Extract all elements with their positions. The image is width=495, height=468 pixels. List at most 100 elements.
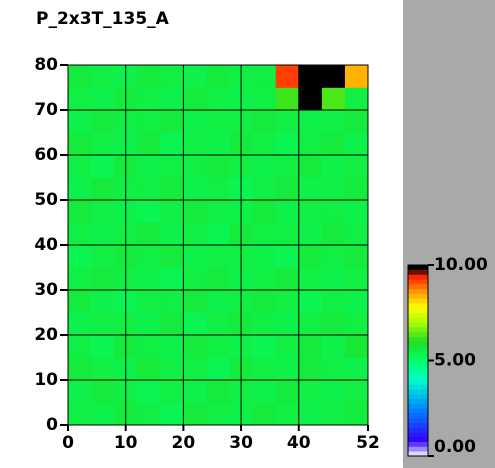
heat-cell — [206, 87, 230, 111]
heat-cell — [68, 357, 92, 381]
heat-cell — [68, 222, 92, 246]
heat-cell — [183, 380, 207, 403]
colorbar-segment — [408, 341, 428, 347]
colorbar-segment — [408, 355, 428, 361]
y-tick-label: 0 — [46, 415, 58, 435]
heat-cell — [344, 65, 369, 88]
heat-cell — [344, 290, 369, 313]
heat-cell — [91, 245, 115, 268]
heat-cell — [68, 87, 92, 111]
heat-cell — [91, 222, 115, 246]
heat-cell — [321, 132, 346, 156]
heat-cell — [137, 132, 161, 156]
heat-cell — [275, 132, 300, 156]
heat-cell — [275, 380, 300, 403]
colorbar-segment — [408, 288, 428, 294]
heat-cell — [160, 312, 184, 336]
heat-cell — [298, 87, 323, 111]
colorbar-segment — [408, 384, 428, 390]
heat-cell — [68, 290, 92, 313]
heat-cell — [160, 155, 184, 178]
colorbar-segment — [408, 427, 428, 433]
heat-cell — [275, 245, 300, 268]
heat-cell — [344, 335, 369, 358]
colorbar-segment — [408, 389, 428, 395]
heat-cell — [298, 380, 323, 403]
heat-cell — [298, 200, 323, 223]
colorbar-segment — [408, 317, 428, 323]
heat-cell — [160, 65, 184, 88]
heat-cell — [321, 312, 346, 336]
heat-cell — [137, 65, 161, 88]
x-tick-label: 40 — [287, 433, 311, 453]
colorbar-tick-label: 5.00 — [434, 351, 476, 371]
colorbar-segment — [408, 432, 428, 438]
heat-cell — [321, 200, 346, 223]
heat-cell — [91, 177, 115, 201]
heat-cell — [206, 222, 230, 246]
heat-cell — [321, 155, 346, 178]
heat-cell — [252, 267, 276, 291]
colorbar-segment — [408, 374, 428, 380]
heat-cell — [206, 380, 230, 403]
heat-cell — [275, 87, 300, 111]
heat-cell — [91, 312, 115, 336]
heat-cell — [206, 200, 230, 223]
heat-cell — [91, 290, 115, 313]
heat-cell — [252, 245, 276, 268]
heat-cell — [344, 222, 369, 246]
heat-cell — [344, 87, 369, 111]
heat-cell — [137, 110, 161, 133]
heat-cell — [137, 87, 161, 111]
heat-cell — [137, 380, 161, 403]
heat-cell — [160, 110, 184, 133]
heat-cell — [321, 402, 346, 426]
heat-cell — [321, 357, 346, 381]
heat-cell — [321, 177, 346, 201]
heat-cell — [183, 110, 207, 133]
heat-cell — [160, 267, 184, 291]
heat-cell — [206, 267, 230, 291]
heat-cell — [206, 357, 230, 381]
y-tick-label: 80 — [34, 55, 58, 75]
x-tick-label: 20 — [172, 433, 196, 453]
heat-cell — [252, 335, 276, 358]
heat-cell — [68, 155, 92, 178]
heat-cell — [344, 357, 369, 381]
heat-cell — [275, 177, 300, 201]
colorbar-segment — [408, 393, 428, 399]
heat-cell — [298, 177, 323, 201]
heat-cell — [160, 222, 184, 246]
colorbar-segment — [408, 346, 428, 352]
heat-cell — [68, 335, 92, 358]
x-tick-label: 30 — [229, 433, 253, 453]
heat-cell — [298, 335, 323, 358]
heat-cell — [91, 267, 115, 291]
colorbar-tick-label: 0.00 — [434, 437, 476, 457]
colorbar-segment — [408, 398, 428, 404]
heat-cell — [206, 290, 230, 313]
y-tick-label: 10 — [34, 370, 58, 390]
heat-cell — [206, 312, 230, 336]
plot-frame — [67, 64, 369, 426]
colorbar-segment — [408, 451, 428, 457]
heat-cell — [183, 335, 207, 358]
heat-cell — [91, 357, 115, 381]
heat-cell — [91, 380, 115, 403]
heat-cell — [321, 65, 346, 88]
heat-cell — [206, 65, 230, 88]
y-tick-label: 20 — [34, 325, 58, 345]
heat-cell — [68, 312, 92, 336]
heat-cell — [68, 65, 92, 88]
heat-cell — [91, 200, 115, 223]
colorbar-segment — [408, 379, 428, 385]
heat-cell — [206, 335, 230, 358]
heat-cell — [275, 155, 300, 178]
colorbar-segment — [408, 274, 428, 280]
colorbar-segment — [408, 436, 428, 442]
heat-cell — [344, 200, 369, 223]
heat-cell — [183, 245, 207, 268]
heat-cell — [275, 335, 300, 358]
heat-cell — [160, 132, 184, 156]
